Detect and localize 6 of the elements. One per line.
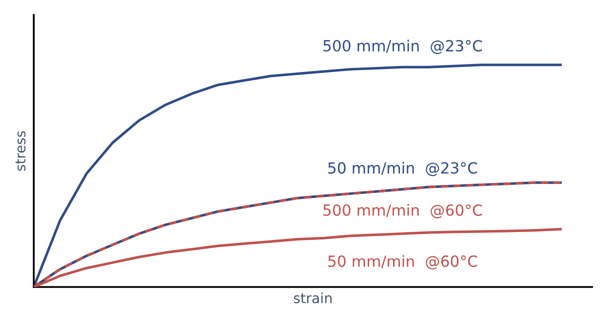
y-axis-title: stress <box>16 131 26 171</box>
series-label: 500 mm/min @60°C <box>323 204 482 218</box>
series-label: 50 mm/min @60°C <box>328 255 478 270</box>
series-label: 500 mm/min @23°C <box>323 40 482 54</box>
x-axis-title: strain <box>294 292 332 304</box>
series-label: 50 mm/min @23°C <box>328 162 478 176</box>
